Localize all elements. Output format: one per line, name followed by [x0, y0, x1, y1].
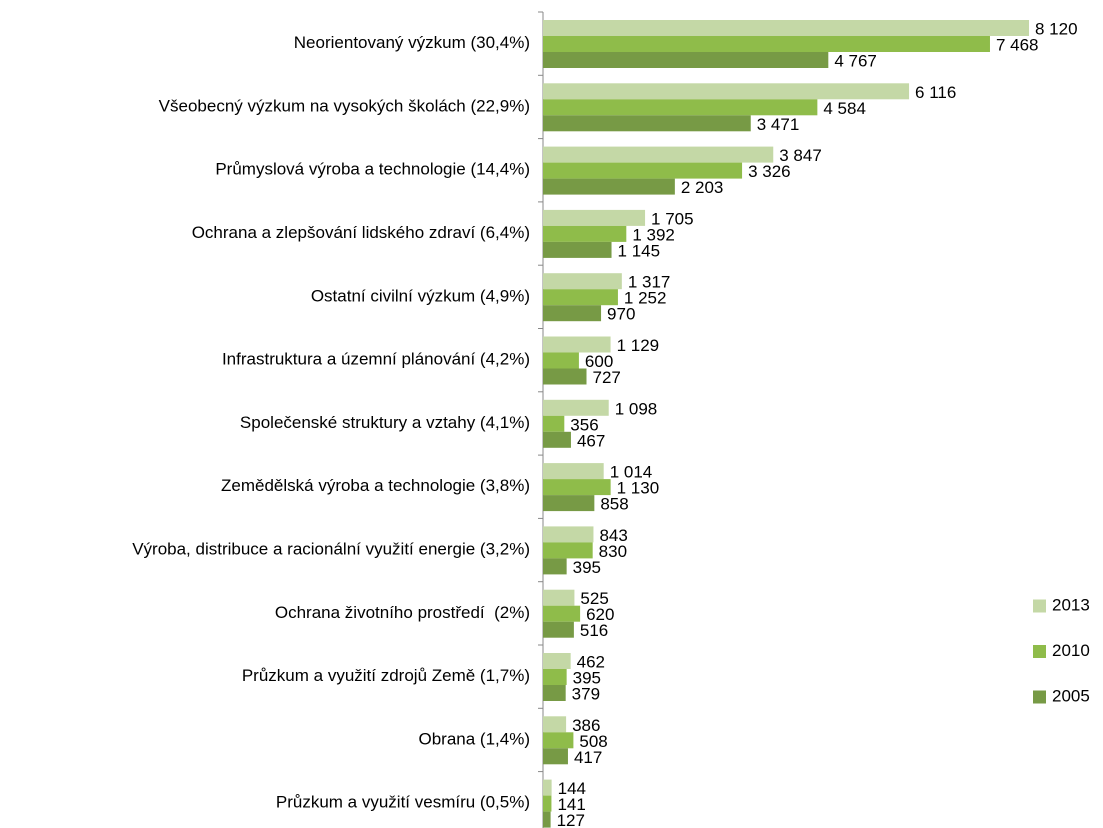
- bar: [543, 779, 552, 796]
- value-label: 141: [557, 795, 585, 814]
- bar: [543, 685, 566, 701]
- bar: [543, 748, 568, 765]
- category-label: Průzkum a využití zdrojů Země (1,7%): [242, 666, 530, 685]
- value-label: 3 326: [748, 162, 791, 181]
- value-label: 417: [574, 748, 602, 767]
- bar: [543, 479, 611, 496]
- bar: [543, 336, 611, 353]
- value-label: 1 252: [624, 289, 667, 308]
- value-label: 4 584: [823, 99, 866, 118]
- value-label: 1 014: [610, 463, 653, 482]
- bar: [543, 716, 567, 733]
- bar: [543, 732, 574, 749]
- legend-swatch: [1033, 599, 1046, 613]
- bar: [543, 621, 574, 638]
- bar: [543, 415, 565, 432]
- category-label: Výroba, distribuce a racionální využití …: [132, 540, 530, 559]
- bar: [543, 305, 602, 322]
- bar: [543, 273, 622, 290]
- bar: [543, 178, 675, 195]
- bar: [543, 241, 612, 258]
- value-label: 6 116: [915, 83, 956, 102]
- value-label: 516: [580, 621, 608, 640]
- category-label: Průmyslová výroba a technologie (14,4%): [215, 160, 530, 179]
- bar: [543, 495, 595, 512]
- value-label: 386: [572, 716, 600, 735]
- value-label: 1 392: [632, 225, 675, 244]
- category-label: Infrastruktura a územní plánování (4,2%): [222, 350, 530, 369]
- bar: [543, 352, 579, 369]
- bar: [543, 115, 751, 132]
- value-label: 1 145: [618, 241, 661, 260]
- value-label: 2 203: [681, 178, 724, 197]
- category-label: Společenské struktury a vztahy (4,1%): [240, 413, 530, 432]
- bar: [543, 36, 990, 52]
- bar: [543, 811, 551, 828]
- bar: [543, 52, 829, 68]
- bar: [543, 20, 1029, 36]
- value-label: 144: [558, 779, 586, 798]
- value-label: 356: [570, 415, 598, 434]
- bar: [543, 162, 743, 179]
- legend-swatch: [1033, 690, 1046, 704]
- category-label: Ochrana a zlepšování lidského zdraví (6,…: [192, 223, 530, 242]
- value-label: 127: [557, 811, 585, 828]
- value-label: 843: [599, 526, 627, 545]
- category-label: Neorientovaný výzkum (30,4%): [294, 33, 530, 52]
- value-label: 4 767: [834, 51, 877, 70]
- value-label: 395: [573, 668, 601, 687]
- bar: [543, 542, 593, 559]
- bar: [543, 669, 567, 685]
- bar: [543, 146, 774, 163]
- category-label: Obrana (1,4%): [419, 729, 531, 748]
- bar: [543, 99, 818, 116]
- value-label: 970: [607, 305, 635, 324]
- legend-label: 2013: [1052, 595, 1090, 614]
- category-label: Zemědělská výroba a technologie (3,8%): [221, 476, 530, 495]
- value-label: 620: [586, 605, 614, 624]
- bar: [543, 605, 581, 622]
- value-label: 462: [577, 652, 605, 671]
- bar: [543, 399, 609, 416]
- legend-label: 2005: [1052, 686, 1090, 705]
- value-label: 1 129: [617, 336, 660, 355]
- bar: [543, 589, 575, 606]
- value-label: 3 471: [757, 115, 800, 134]
- value-label: 508: [579, 732, 607, 751]
- bar: [543, 526, 594, 543]
- bar: [543, 368, 587, 385]
- value-label: 600: [585, 352, 613, 371]
- legend-label: 2010: [1052, 641, 1090, 660]
- value-label: 8 120: [1035, 19, 1078, 38]
- value-label: 830: [599, 542, 627, 561]
- category-label: Všeobecný výzkum na vysokých školách (22…: [159, 96, 530, 115]
- value-label: 525: [580, 589, 608, 608]
- legend-swatch: [1033, 645, 1046, 658]
- value-label: 3 847: [779, 146, 822, 165]
- bar: [543, 209, 646, 226]
- bar: [543, 463, 604, 480]
- value-label: 395: [573, 558, 601, 577]
- value-label: 727: [593, 368, 621, 387]
- bar: [543, 558, 567, 575]
- category-label: Ochrana životního prostředí (2%): [275, 603, 530, 622]
- value-label: 1 098: [615, 399, 658, 418]
- category-label: Ostatní civilní výzkum (4,9%): [311, 286, 530, 305]
- category-label: Průzkum a využití vesmíru (0,5%): [276, 793, 530, 812]
- bar: [543, 83, 910, 100]
- value-label: 858: [600, 495, 628, 514]
- value-label: 1 705: [651, 209, 694, 228]
- bar: [543, 225, 627, 242]
- value-label: 467: [577, 431, 605, 450]
- bar: [543, 431, 571, 448]
- value-label: 7 468: [996, 35, 1039, 54]
- bar: [543, 795, 552, 812]
- value-label: 1 130: [617, 479, 660, 498]
- bar: [543, 289, 618, 306]
- value-label: 379: [572, 684, 600, 703]
- value-label: 1 317: [628, 273, 671, 292]
- bar: [543, 653, 571, 669]
